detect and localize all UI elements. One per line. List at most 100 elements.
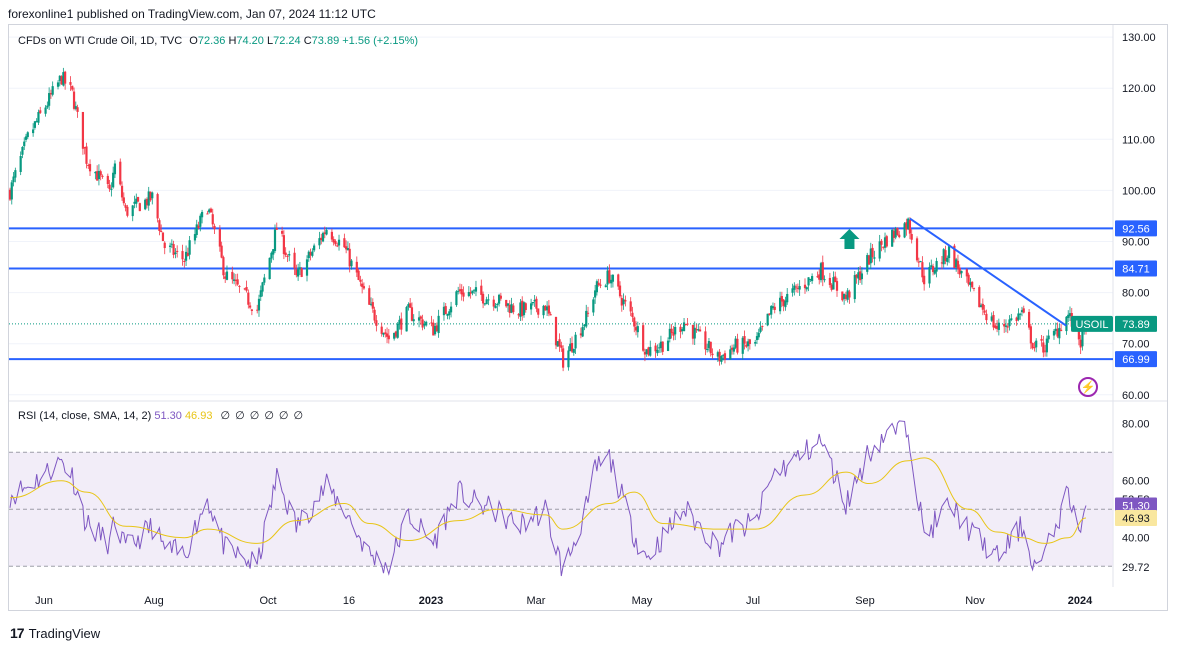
candle-body-168 bbox=[425, 321, 428, 326]
candle-body-140 bbox=[357, 270, 360, 280]
candle-body-149 bbox=[380, 326, 383, 334]
candle-body-398 bbox=[997, 322, 1000, 330]
lightning-icon[interactable]: ⚡ bbox=[1078, 377, 1098, 397]
candle-body-425 bbox=[1067, 314, 1070, 318]
candle-body-213 bbox=[537, 308, 540, 315]
candle-body-61 bbox=[160, 231, 163, 233]
candle-body-174 bbox=[442, 306, 446, 316]
candle-body-151 bbox=[384, 332, 387, 334]
candle-body-115 bbox=[295, 269, 298, 276]
empty-value-2: ∅ bbox=[249, 410, 260, 422]
candle-body-113 bbox=[288, 254, 291, 256]
candle-body-195 bbox=[494, 305, 497, 309]
candle-body-253 bbox=[636, 326, 639, 333]
horizontal-levels[interactable]: 92.56 84.71 66.99 bbox=[9, 220, 1157, 368]
candle-body-70 bbox=[183, 260, 186, 262]
candle-body-274 bbox=[691, 324, 695, 339]
candle-body-196 bbox=[496, 303, 499, 306]
candle-body-407 bbox=[1020, 310, 1024, 313]
time-tick-4: 2023 bbox=[419, 595, 443, 607]
candle-body-95 bbox=[245, 287, 248, 291]
candle-body-25 bbox=[71, 85, 74, 90]
price-axis[interactable]: 60.00 70.00 80.00 90.00 100.00 110.00 120.00 13… bbox=[1071, 32, 1157, 574]
candle-body-53 bbox=[138, 203, 141, 212]
chart-frame bbox=[8, 24, 1168, 611]
candle-body-166 bbox=[421, 319, 424, 328]
candle-body-200 bbox=[506, 303, 510, 306]
candle-body-63 bbox=[163, 242, 166, 249]
candle-body-351 bbox=[882, 246, 885, 248]
candle-body-208 bbox=[524, 303, 527, 311]
candle-body-283 bbox=[711, 353, 714, 356]
candle-body-426 bbox=[1068, 313, 1072, 317]
candle-body-42 bbox=[112, 172, 115, 188]
time-tick-1: Aug bbox=[144, 595, 164, 607]
candle-body-145 bbox=[369, 303, 373, 305]
candle-body-215 bbox=[544, 305, 547, 311]
tradingview-footer[interactable]: 17 TradingView bbox=[10, 625, 100, 641]
candle-body-137 bbox=[348, 248, 351, 267]
candle-body-169 bbox=[430, 322, 433, 324]
candle-body-176 bbox=[446, 313, 449, 316]
candle-body-279 bbox=[704, 331, 707, 350]
time-axis[interactable]: Jun Aug Oct 16 2023 Mar May Jul Sep Nov 2024 bbox=[35, 595, 1093, 607]
candle-body-409 bbox=[1027, 311, 1031, 328]
candle-body-116 bbox=[297, 269, 300, 277]
high-value: 74.20 bbox=[236, 35, 264, 47]
candle-body-291 bbox=[732, 347, 735, 352]
rsi-legend[interactable]: RSI (14, close, SMA, 14, 2) 51.30 46.93 … bbox=[18, 409, 303, 422]
candle-body-172 bbox=[435, 325, 438, 332]
trendline-group[interactable] bbox=[839, 217, 1068, 327]
candle-body-424 bbox=[1065, 316, 1068, 332]
candle-body-129 bbox=[330, 231, 334, 240]
rsi-tick-3: 60.00 bbox=[1122, 476, 1150, 488]
candle-body-49 bbox=[131, 205, 134, 217]
time-tick-5: Mar bbox=[527, 595, 546, 607]
candle-body-211 bbox=[533, 299, 536, 302]
candle-body-294 bbox=[741, 337, 744, 354]
candle-body-244 bbox=[617, 274, 620, 287]
candle-body-298 bbox=[748, 339, 751, 345]
candle-body-73 bbox=[188, 240, 191, 255]
candle-body-205 bbox=[519, 302, 522, 317]
candle-body-313 bbox=[786, 293, 789, 303]
candle-body-210 bbox=[531, 302, 534, 304]
rsi-last-tag: 51.30 bbox=[1122, 500, 1150, 512]
candle-body-160 bbox=[407, 304, 410, 308]
candle-body-68 bbox=[176, 250, 179, 252]
candle-body-403 bbox=[1010, 318, 1013, 321]
candle-body-363 bbox=[910, 234, 913, 240]
candle-body-309 bbox=[778, 297, 782, 312]
candle-body-106 bbox=[272, 249, 275, 255]
candle-body-265 bbox=[668, 328, 671, 339]
candle-body-102 bbox=[261, 282, 264, 292]
low-label: L bbox=[266, 35, 274, 47]
candle-body-162 bbox=[410, 307, 414, 321]
candle-body-138 bbox=[350, 260, 353, 267]
candle-body-280 bbox=[706, 348, 709, 350]
candle-body-376 bbox=[944, 250, 947, 261]
candle-body-67 bbox=[174, 252, 177, 255]
rsi-sma-value: 46.93 bbox=[184, 410, 213, 422]
candle-body-71 bbox=[184, 251, 188, 261]
candle-body-328 bbox=[823, 279, 826, 281]
candle-body-311 bbox=[782, 299, 785, 306]
candle-body-110 bbox=[282, 235, 285, 255]
candle-body-320 bbox=[805, 287, 808, 290]
candle-body-194 bbox=[492, 299, 495, 307]
rsi-sma-line bbox=[9, 457, 1087, 544]
candle-body-57 bbox=[149, 191, 152, 201]
candle-body-101 bbox=[259, 290, 262, 297]
candle-body-321 bbox=[807, 277, 810, 286]
candle-body-40 bbox=[108, 184, 111, 190]
candle-body-282 bbox=[709, 341, 712, 354]
time-tick-6: May bbox=[632, 595, 653, 607]
empty-value-5: ∅ bbox=[293, 410, 304, 422]
candle-body-347 bbox=[871, 247, 874, 258]
candle-body-173 bbox=[437, 315, 440, 334]
candle-body-361 bbox=[907, 218, 910, 229]
symbol-legend[interactable]: CFDs on WTI Crude Oil, 1D, TVC O72.36 H7… bbox=[18, 35, 418, 47]
candle-body-337 bbox=[846, 290, 849, 300]
candle-body-204 bbox=[517, 314, 520, 316]
